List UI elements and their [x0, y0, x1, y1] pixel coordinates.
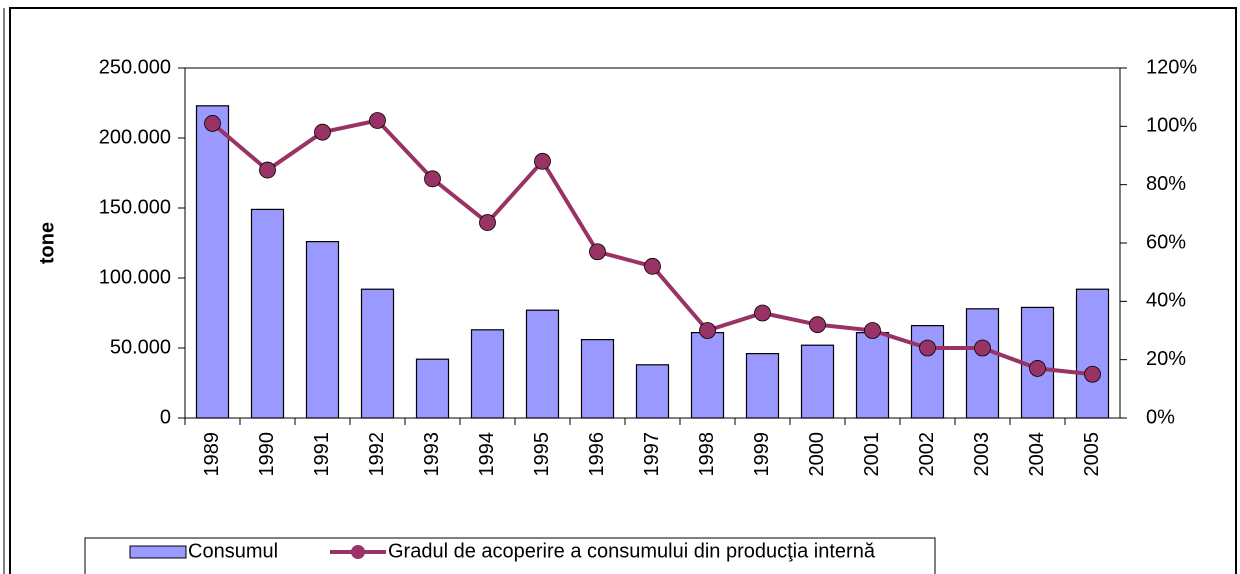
bar	[580, 339, 615, 419]
x-tick-label: 1995	[531, 432, 553, 477]
bar	[305, 241, 340, 419]
line-marker	[479, 214, 496, 231]
x-tick-label: 1990	[256, 432, 278, 477]
bar	[470, 329, 505, 419]
y-tick-label: 0	[160, 406, 171, 428]
line-marker	[314, 123, 331, 141]
bar	[855, 332, 890, 419]
line-marker	[204, 115, 221, 132]
line-marker	[1084, 365, 1101, 383]
x-tick-label: 1994	[476, 432, 498, 477]
x-tick-label: 2001	[861, 432, 883, 477]
line-marker	[589, 243, 606, 261]
line-marker	[809, 316, 826, 334]
y2-tick-label: 120%	[1146, 56, 1197, 78]
bar	[635, 364, 670, 419]
x-tick-label: 1996	[586, 432, 608, 477]
legend-marker	[351, 545, 365, 559]
line-marker	[919, 339, 936, 357]
y2-tick-label: 80%	[1146, 173, 1186, 195]
x-tick-label: 1998	[696, 432, 718, 477]
bar	[250, 208, 285, 419]
y2-tick-label: 0%	[1146, 406, 1175, 428]
x-tick-label: 1989	[201, 432, 223, 477]
line-marker	[754, 304, 771, 322]
y2-tick-label: 100%	[1146, 115, 1197, 137]
frame	[9, 7, 1237, 574]
y2-tick-label: 60%	[1146, 231, 1186, 253]
x-tick-label: 2005	[1081, 432, 1103, 477]
legend-box	[84, 537, 936, 574]
x-tick-label: 2000	[806, 432, 828, 477]
y2-tick-label: 20%	[1146, 348, 1186, 370]
line-marker	[974, 339, 991, 357]
line-marker	[259, 161, 276, 179]
y-tick-label: 50.000	[110, 336, 171, 358]
y-tick-label: 100.000	[99, 266, 171, 288]
line-marker	[534, 152, 551, 170]
bar	[965, 308, 1000, 419]
line-marker	[699, 322, 716, 339]
x-tick-label: 1993	[421, 432, 443, 477]
legend-swatch	[129, 545, 187, 559]
bar	[415, 358, 450, 419]
x-tick-label: 1999	[751, 432, 773, 477]
line-marker	[644, 257, 661, 275]
y2-tick-label: 40%	[1146, 290, 1186, 312]
y-axis-label: tone	[36, 222, 58, 264]
legend-label: Gradul de acoperire a consumului din pro…	[388, 540, 876, 562]
x-tick-label: 2003	[971, 432, 993, 477]
bar	[800, 344, 835, 419]
y-tick-label: 200.000	[99, 126, 171, 148]
x-tick-label: 1991	[311, 432, 333, 477]
bar	[745, 353, 780, 419]
line-marker	[1029, 360, 1046, 377]
legend-label: Consumul	[188, 540, 278, 562]
bar	[1075, 288, 1110, 419]
bar	[195, 105, 230, 419]
bar	[690, 332, 725, 419]
line-marker	[369, 112, 386, 129]
x-tick-label: 1997	[641, 432, 663, 477]
line-marker	[864, 322, 881, 339]
x-tick-label: 2004	[1026, 432, 1048, 477]
bar	[525, 309, 560, 419]
x-tick-label: 1992	[366, 432, 388, 477]
line-marker	[424, 170, 441, 188]
x-tick-label: 2002	[916, 432, 938, 477]
y-tick-label: 150.000	[99, 196, 171, 218]
bar	[360, 288, 395, 419]
bar	[910, 325, 945, 419]
y-tick-label: 250.000	[99, 56, 171, 78]
